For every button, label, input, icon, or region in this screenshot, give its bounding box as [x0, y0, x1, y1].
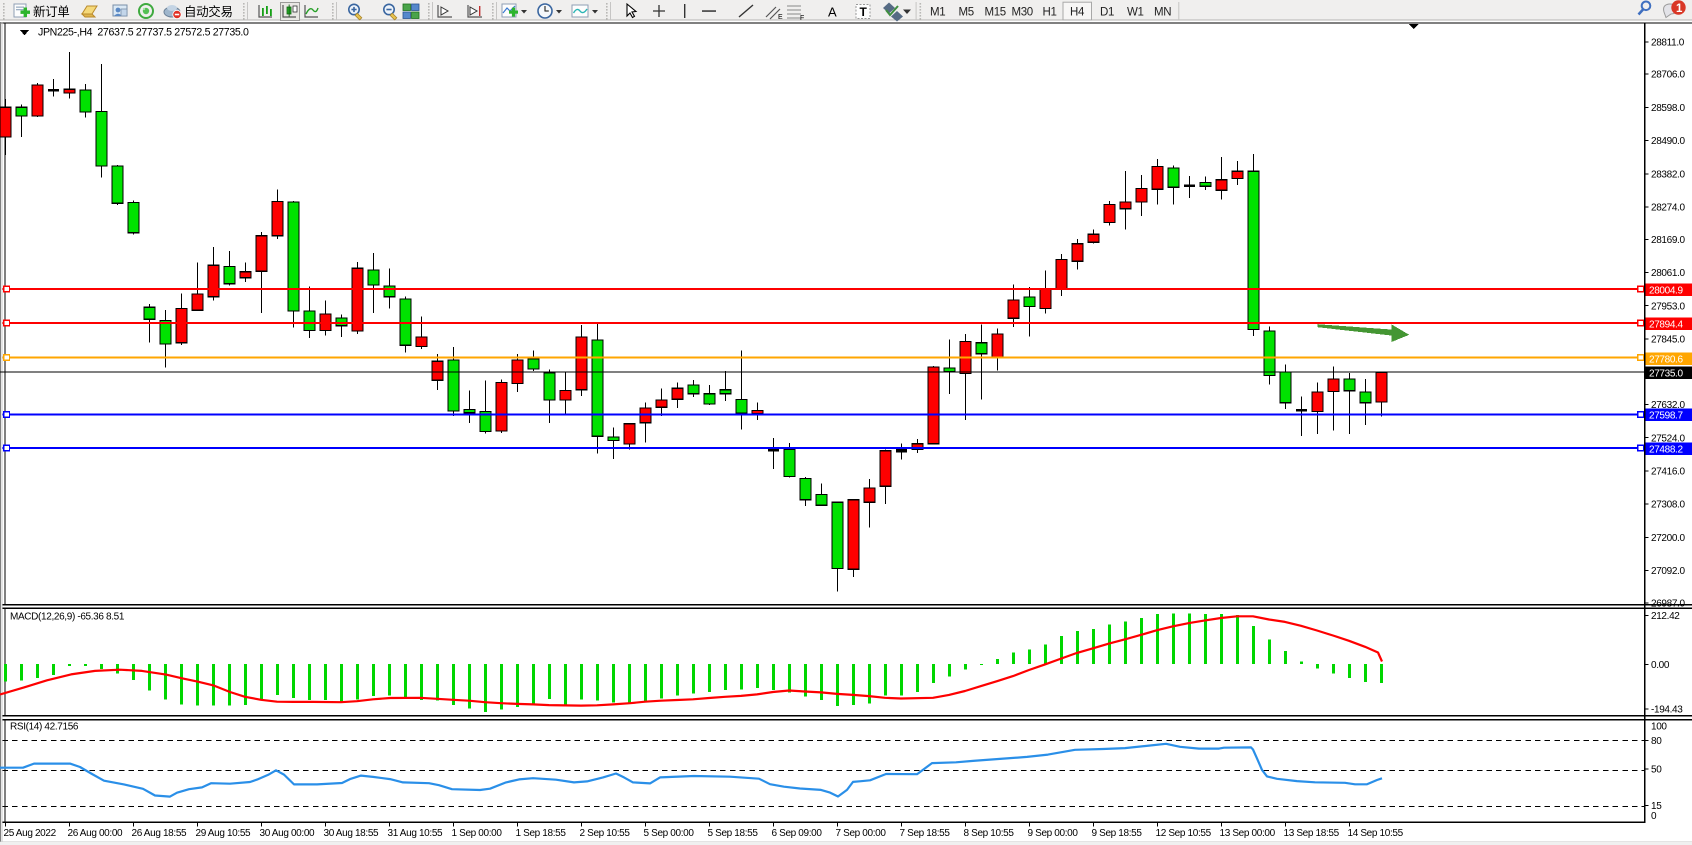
svg-text:27200.0: 27200.0	[1651, 533, 1685, 544]
svg-text:28382.0: 28382.0	[1651, 169, 1685, 180]
svg-text:26987.0: 26987.0	[1651, 598, 1685, 609]
svg-text:25 Aug 2022: 25 Aug 2022	[4, 828, 57, 839]
svg-text:28274.0: 28274.0	[1651, 203, 1685, 214]
svg-text:100: 100	[1651, 722, 1667, 733]
svg-text:26 Aug 00:00: 26 Aug 00:00	[68, 828, 124, 839]
svg-text:29 Aug 10:55: 29 Aug 10:55	[196, 828, 252, 839]
svg-text:M15: M15	[985, 6, 1006, 18]
svg-text:28004.9: 28004.9	[1649, 286, 1683, 297]
svg-text:27524.0: 27524.0	[1651, 433, 1685, 444]
svg-text:28811.0: 28811.0	[1651, 37, 1685, 48]
svg-text:28490.0: 28490.0	[1651, 136, 1685, 147]
svg-text:7 Sep 00:00: 7 Sep 00:00	[836, 828, 887, 839]
svg-text:28169.0: 28169.0	[1651, 235, 1685, 246]
svg-text:5 Sep 00:00: 5 Sep 00:00	[644, 828, 695, 839]
svg-text:27845.0: 27845.0	[1651, 335, 1685, 346]
svg-text:A: A	[828, 5, 837, 20]
svg-text:MN: MN	[1154, 6, 1171, 18]
svg-text:27598.7: 27598.7	[1649, 411, 1683, 422]
svg-text:T: T	[860, 5, 868, 19]
svg-text:28061.0: 28061.0	[1651, 268, 1685, 279]
svg-text:1 Sep 18:55: 1 Sep 18:55	[516, 828, 567, 839]
svg-text:M1: M1	[930, 6, 945, 18]
svg-text:27308.0: 27308.0	[1651, 500, 1685, 511]
svg-text:212.42: 212.42	[1651, 611, 1680, 622]
svg-text:50: 50	[1651, 765, 1662, 776]
svg-text:27953.0: 27953.0	[1651, 301, 1685, 312]
svg-text:F: F	[800, 15, 804, 22]
svg-text:H1: H1	[1043, 6, 1057, 18]
svg-text:27416.0: 27416.0	[1651, 466, 1685, 477]
svg-text:8 Sep 10:55: 8 Sep 10:55	[964, 828, 1015, 839]
svg-text:M30: M30	[1012, 6, 1033, 18]
svg-text:14 Sep 10:55: 14 Sep 10:55	[1348, 828, 1404, 839]
svg-text:H4: H4	[1070, 6, 1085, 18]
svg-text:0: 0	[1651, 811, 1657, 822]
svg-text:-194.43: -194.43	[1651, 705, 1683, 716]
svg-text:28706.0: 28706.0	[1651, 70, 1685, 81]
svg-text:27092.0: 27092.0	[1651, 566, 1685, 577]
svg-text:27632.0: 27632.0	[1651, 400, 1685, 411]
svg-text:9 Sep 18:55: 9 Sep 18:55	[1092, 828, 1143, 839]
svg-text:31 Aug 10:55: 31 Aug 10:55	[388, 828, 444, 839]
svg-text:13 Sep 18:55: 13 Sep 18:55	[1284, 828, 1340, 839]
svg-text:6 Sep 09:00: 6 Sep 09:00	[772, 828, 823, 839]
svg-text:28598.0: 28598.0	[1651, 103, 1685, 114]
svg-text:0.00: 0.00	[1651, 660, 1670, 671]
svg-text:27894.4: 27894.4	[1649, 320, 1683, 331]
svg-text:30 Aug 00:00: 30 Aug 00:00	[260, 828, 316, 839]
svg-text:1: 1	[1676, 3, 1683, 15]
svg-text:新订单: 新订单	[33, 4, 69, 19]
svg-text:M5: M5	[959, 6, 974, 18]
svg-text:7 Sep 18:55: 7 Sep 18:55	[900, 828, 951, 839]
svg-text:27735.0: 27735.0	[1649, 369, 1683, 380]
svg-text:自动交易: 自动交易	[184, 4, 233, 19]
svg-text:80: 80	[1651, 736, 1662, 747]
svg-text:27488.2: 27488.2	[1649, 445, 1683, 456]
svg-text:15: 15	[1651, 801, 1662, 812]
svg-text:RSI(14) 42.7156: RSI(14) 42.7156	[10, 722, 79, 733]
svg-text:13 Sep 00:00: 13 Sep 00:00	[1220, 828, 1276, 839]
svg-text:30 Aug 18:55: 30 Aug 18:55	[324, 828, 380, 839]
svg-text:26 Aug 18:55: 26 Aug 18:55	[132, 828, 188, 839]
svg-text:2 Sep 10:55: 2 Sep 10:55	[580, 828, 631, 839]
svg-text:27780.6: 27780.6	[1649, 355, 1683, 366]
svg-text:W1: W1	[1127, 6, 1144, 18]
svg-text:1 Sep 00:00: 1 Sep 00:00	[452, 828, 503, 839]
svg-text:MACD(12,26,9) -65.36 8.51: MACD(12,26,9) -65.36 8.51	[10, 612, 125, 623]
svg-text:12 Sep 10:55: 12 Sep 10:55	[1156, 828, 1212, 839]
svg-text:D1: D1	[1100, 6, 1114, 18]
svg-text:E: E	[778, 14, 783, 21]
svg-text:9 Sep 00:00: 9 Sep 00:00	[1028, 828, 1079, 839]
svg-text:5 Sep 18:55: 5 Sep 18:55	[708, 828, 759, 839]
svg-text:JPN225-,H4 27637.5 27737.5 27: JPN225-,H4 27637.5 27737.5 27572.5 27735…	[38, 27, 249, 39]
